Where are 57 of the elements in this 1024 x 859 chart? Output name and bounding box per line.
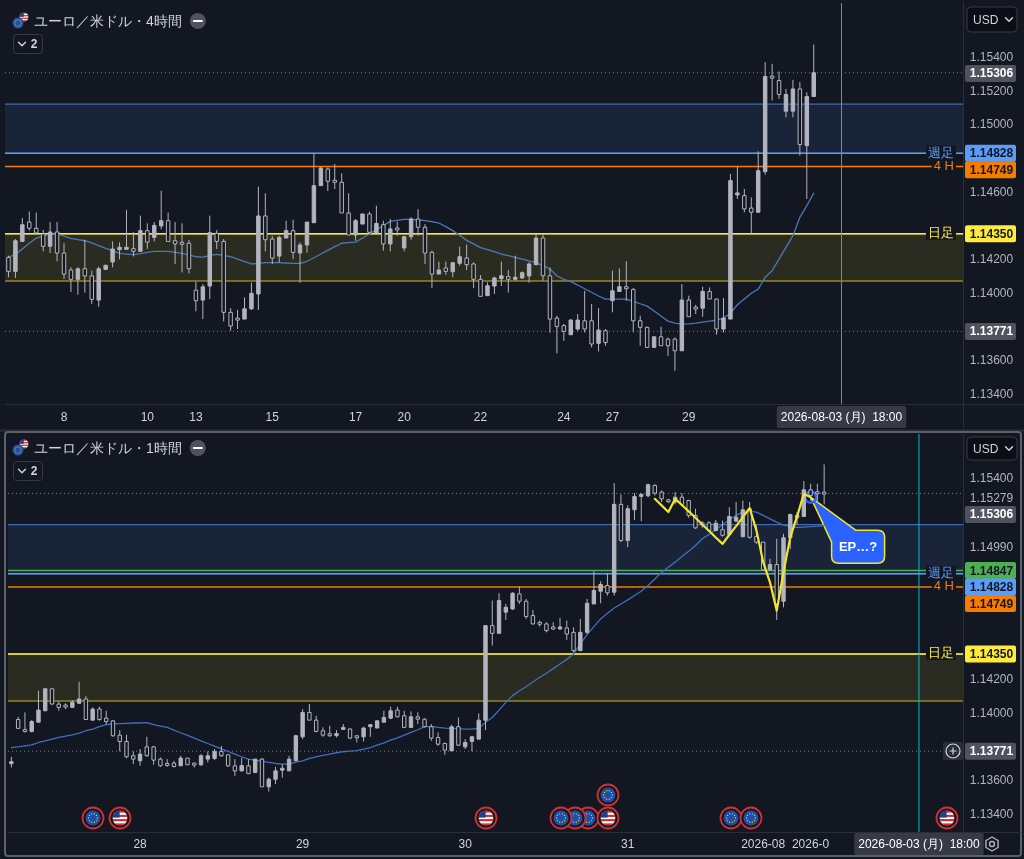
ref-line-label: 1.14847 [969, 563, 1014, 578]
x-tick-label: 20 [397, 410, 412, 424]
x-tick-label: 29 [295, 837, 310, 851]
x-tick-label: 31 [621, 837, 635, 851]
x-tick-label: 2026-08 [741, 837, 786, 851]
annotation: 週足 [928, 144, 954, 160]
y-tick-label: 1.13600 [969, 772, 1014, 787]
annotation: 週足 [928, 565, 954, 581]
x-tick-label: 30 [458, 837, 473, 851]
y-tick-label: 1.14200 [969, 672, 1014, 687]
x-tick-label: 10 [140, 410, 155, 424]
ref-line-label: 1.15306 [969, 507, 1014, 522]
y-tick-label: 1.15400 [969, 49, 1014, 64]
ref-line-label: 1.13771 [969, 324, 1014, 339]
ref-line-label: 1.14749 [969, 596, 1014, 611]
y-tick-label: 1.14200 [969, 252, 1014, 267]
text: ユーロ／米ドル・1時間 [34, 440, 182, 456]
y-tick-label: 1.14990 [969, 539, 1014, 554]
annotation: 2 [30, 37, 38, 51]
x-tick-label: 17 [348, 410, 363, 424]
annotation: 日足 [928, 645, 954, 661]
x-tick-label: 15 [265, 410, 280, 424]
y-tick-label: 1.13600 [969, 353, 1014, 368]
y-tick-label: 1.15000 [969, 117, 1014, 132]
y-axis-title: USD [973, 12, 999, 27]
x-tick-label: 24 [557, 410, 571, 424]
y-tick-label: 1.14000 [969, 285, 1014, 300]
ref-line-label: 1.15306 [969, 66, 1014, 81]
annotation: 4 H [933, 578, 954, 594]
x-tick-label: 2026-08-03 (月) 18:00 [858, 837, 980, 851]
ref-line-label: 1.13771 [969, 744, 1014, 759]
x-tick-label: 8 [60, 410, 68, 424]
y-tick-label: 1.15400 [969, 470, 1014, 485]
x-tick-label: 2026-08-03 (月) 18:00 [780, 410, 903, 424]
text: ユーロ／米ドル・4時間 [34, 13, 182, 29]
annotation: EP…? [838, 539, 878, 555]
x-tick-label: 22 [473, 410, 488, 424]
y-tick-label: 1.14000 [969, 705, 1014, 720]
ref-line-label: 1.14350 [969, 226, 1014, 241]
y-tick-label: 1.13400 [969, 806, 1014, 821]
ref-line-label: 1.14828 [969, 580, 1014, 595]
y-axis-title: USD [973, 441, 999, 456]
ref-line-label: 1.14350 [969, 646, 1014, 661]
x-tick-label: 27 [605, 410, 620, 424]
x-tick-label: 13 [189, 410, 203, 424]
y-tick-label: 1.15200 [969, 83, 1014, 98]
y-tick-label: 1.15279 [969, 490, 1014, 505]
x-tick-label: 2026-0 [791, 837, 830, 851]
ref-line-label: 1.14828 [969, 146, 1014, 161]
annotation: 2 [30, 464, 38, 478]
y-tick-label: 1.13400 [969, 386, 1014, 401]
x-tick-label: 29 [682, 410, 696, 424]
annotation: 日足 [928, 225, 954, 241]
y-tick-label: 1.14600 [969, 184, 1014, 199]
x-tick-label: 28 [133, 837, 148, 851]
ref-line-label: 1.14749 [969, 162, 1014, 177]
annotation: 4 H [933, 158, 954, 174]
